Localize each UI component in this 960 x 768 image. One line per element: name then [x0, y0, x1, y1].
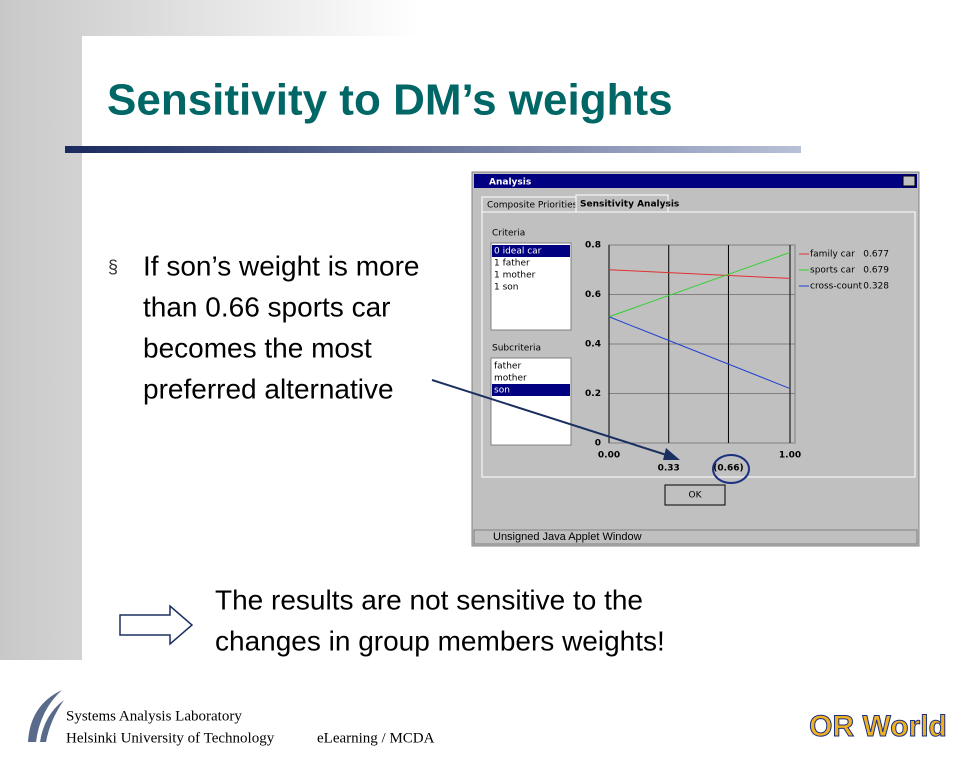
list-item: 1 mother	[494, 271, 536, 281]
list-label: Subcriteria	[492, 344, 541, 354]
bullet-line: If son’s weight is more	[143, 250, 420, 281]
legend-value: 0.677	[863, 250, 889, 260]
list-item: 1 father	[494, 259, 530, 269]
x-tick-label: 1.00	[779, 451, 801, 461]
subcriteria-list[interactable]	[490, 357, 572, 446]
y-tick-label: 0	[595, 439, 601, 449]
bullet-marker: §	[108, 257, 118, 277]
conclusion-line: The results are not sensitive to the	[215, 584, 643, 615]
tab-label: Sensitivity Analysis	[580, 200, 679, 210]
button-label: OK	[689, 491, 703, 501]
ok-button[interactable]	[664, 484, 726, 506]
window-title: Analysis	[489, 178, 531, 188]
pointer-arrow	[431, 379, 677, 459]
title: Sensitivity to DM’s weights	[107, 76, 673, 125]
tab-panel	[481, 211, 916, 478]
title-rule	[65, 146, 801, 153]
footer-lab: Systems Analysis Laboratory	[66, 708, 242, 724]
status-bar	[473, 529, 918, 545]
bullet-line: becomes the most	[143, 332, 372, 363]
legend-value: 0.328	[863, 282, 889, 292]
y-tick-label: 0.4	[585, 340, 601, 350]
x-tick-label: 0.33	[658, 464, 680, 474]
highlight-circle	[712, 454, 750, 484]
x-tick-label: 0.00	[598, 451, 620, 461]
y-tick-label: 0.2	[585, 389, 601, 399]
criteria-list[interactable]	[490, 242, 572, 331]
legend-value: 0.679	[863, 266, 889, 276]
tab[interactable]	[575, 194, 669, 213]
conclusion-line: changes in group members weights!	[215, 625, 665, 656]
series-line	[608, 269, 791, 279]
legend-label: sports car	[810, 266, 855, 276]
close-button[interactable]	[902, 175, 916, 187]
series-line	[608, 316, 791, 390]
series-line	[608, 251, 791, 318]
bullet-line: than 0.66 sports car	[143, 291, 390, 322]
footer-university: Helsinki University of Technology	[66, 730, 275, 746]
tab-label: Composite Priorities	[487, 201, 578, 211]
title-bar	[474, 174, 917, 188]
list-item: 1 son	[494, 283, 519, 293]
selected-item	[492, 384, 570, 396]
bullet-line: preferred alternative	[143, 373, 394, 404]
list-item: father	[494, 362, 521, 372]
list-item: son	[494, 386, 510, 396]
conclusion-arrow	[119, 604, 194, 646]
status-text: Unsigned Java Applet Window	[493, 531, 642, 543]
y-tick-label: 0.6	[585, 290, 601, 300]
lab-logo	[28, 690, 64, 742]
list-item: mother	[494, 374, 527, 384]
selected-item	[492, 245, 570, 257]
legend-label: cross-count	[810, 282, 862, 292]
list-item: 0 ideal car	[494, 247, 542, 257]
list-label: Criteria	[492, 229, 525, 239]
footer-course: eLearning / MCDA	[317, 730, 435, 746]
x-tick-label: (0.66)	[713, 464, 743, 474]
or-world-logo: OR World	[809, 710, 947, 743]
arrow-head	[663, 448, 680, 460]
legend-label: family car	[810, 250, 855, 260]
y-tick-label: 0.8	[585, 241, 601, 251]
